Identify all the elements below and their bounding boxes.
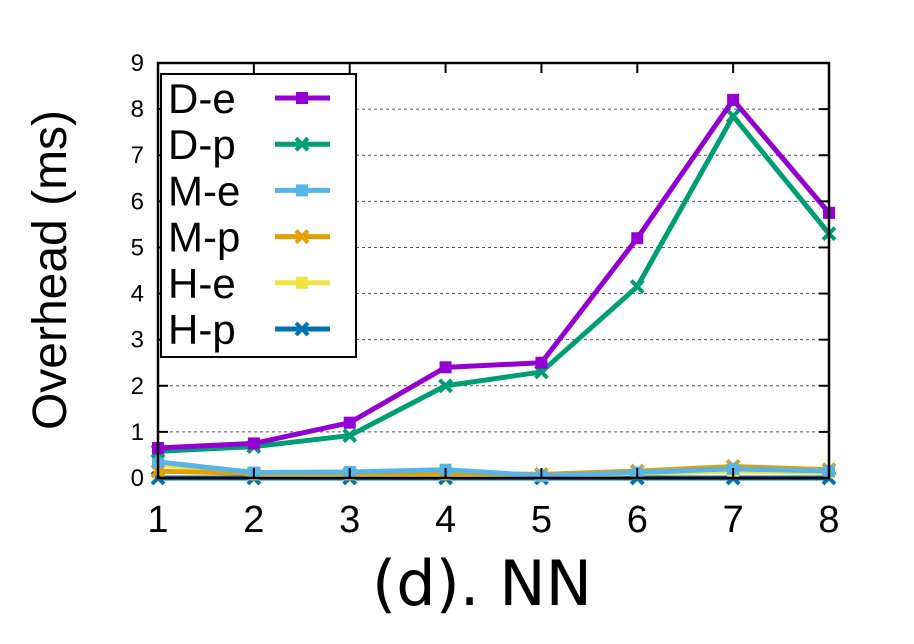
y-tick-label: 8 — [131, 96, 144, 123]
y-tick-label: 9 — [131, 50, 144, 77]
legend-item-d-e: D-e — [168, 75, 330, 122]
figure-caption: (d). NN — [372, 547, 592, 620]
y-tick-label: 0 — [131, 465, 144, 492]
legend-marker — [294, 321, 310, 337]
legend-label: H-e — [168, 260, 236, 307]
plot-frame — [156, 61, 831, 480]
y-tick-label: 1 — [131, 419, 144, 446]
data-point-d-e — [727, 93, 740, 106]
data-point-d-e — [535, 356, 548, 369]
legend-label: M-e — [168, 167, 240, 214]
data-point-d-e — [247, 437, 260, 450]
legend-marker — [296, 184, 308, 197]
legend-label: M-p — [168, 214, 240, 261]
y-tick-label: 3 — [131, 327, 144, 354]
y-tick-label: 4 — [131, 281, 144, 308]
series-line-d-p — [157, 113, 831, 454]
legend-label: H-p — [168, 306, 236, 353]
x-tick-label: 2 — [243, 499, 264, 541]
legend-marker — [294, 136, 310, 152]
data-point-d-p — [438, 378, 453, 394]
legend-label: D-e — [168, 75, 236, 122]
x-tick-label: 6 — [627, 499, 648, 541]
data-point-d-p — [629, 279, 645, 295]
x-tick-label: 4 — [435, 499, 456, 541]
x-tick-label: 1 — [147, 499, 168, 541]
legend-marker — [294, 229, 310, 245]
y-tick-label: 5 — [131, 234, 144, 261]
x-tick-label: 8 — [818, 499, 839, 541]
x-tick-label: 5 — [531, 499, 552, 541]
legend-item-m-e: M-e — [168, 167, 330, 214]
legend: D-eD-pM-eM-pH-eH-p — [160, 73, 357, 358]
legend-label: D-p — [168, 121, 236, 168]
series-line-m-e — [157, 459, 830, 479]
legend-item-h-p: H-p — [168, 306, 330, 353]
y-tick-label: 2 — [131, 373, 144, 400]
data-point-d-p — [342, 428, 358, 443]
x-tick-label: 7 — [723, 499, 744, 541]
legend-marker — [296, 276, 308, 289]
y-tick-label: 6 — [131, 188, 144, 215]
legend-item-h-e: H-e — [168, 260, 330, 307]
legend-item-d-p: D-p — [168, 121, 330, 168]
data-point-d-e — [343, 416, 356, 429]
x-tick-label: 3 — [339, 499, 360, 541]
data-point-d-p — [725, 108, 741, 124]
data-point-d-e — [439, 361, 452, 374]
series-layer — [150, 93, 837, 486]
data-point-d-e — [631, 232, 644, 245]
legend-item-m-p: M-p — [168, 214, 330, 261]
series-line-d-e — [157, 97, 831, 451]
y-axis-label: Overhead (ms) — [24, 110, 77, 430]
legend-box — [160, 73, 357, 358]
grid — [158, 108, 829, 433]
legend-marker — [296, 92, 308, 104]
y-tick-label: 7 — [131, 142, 144, 169]
